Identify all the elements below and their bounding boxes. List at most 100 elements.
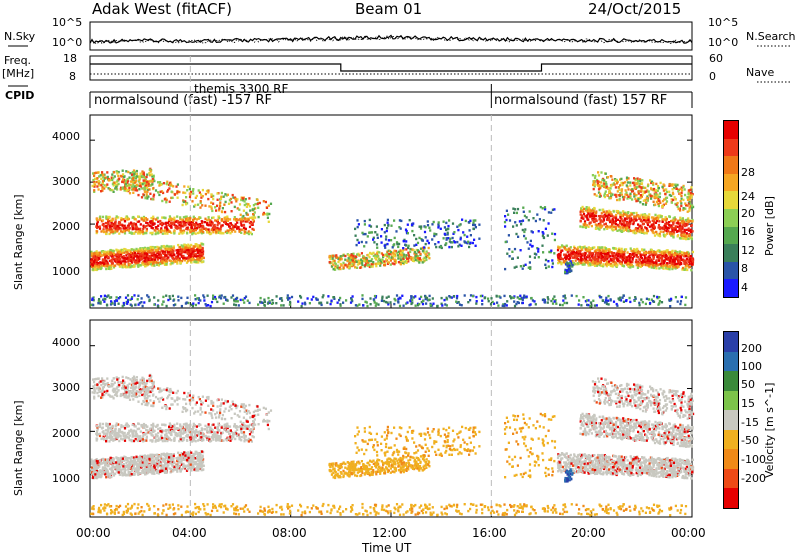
velocity-echo-cell: [182, 430, 184, 432]
power-echo-cell: [128, 187, 130, 189]
power-echo-cell: [393, 255, 395, 257]
power-echo-cell: [147, 247, 149, 249]
power-echo-cell: [428, 253, 430, 255]
power-echo-cell: [198, 225, 200, 227]
velocity-echo-cell: [93, 463, 95, 465]
velocity-echo-cell: [91, 467, 93, 469]
power-echo-cell: [252, 217, 254, 219]
power-echo-cell: [252, 219, 254, 221]
power-echo-cell: [118, 258, 120, 260]
velocity-echo-cell: [211, 414, 213, 416]
velocity-echo-cell: [137, 401, 139, 403]
power-echo-cell: [206, 222, 208, 224]
velocity-echo-cell: [93, 469, 95, 471]
velocity-echo-cell: [223, 402, 225, 404]
power-echo-cell: [183, 201, 185, 203]
power-echo-cell: [221, 192, 223, 194]
velocity-echo-cell: [186, 440, 188, 442]
velocity-echo-cell: [135, 425, 137, 427]
power-echo-cell: [263, 200, 265, 202]
power-echo-cell: [149, 193, 151, 195]
velocity-echo-cell: [251, 435, 253, 437]
power-echo-cell: [146, 181, 148, 183]
velocity-echo-cell: [132, 424, 134, 426]
velocity-echo-cell: [194, 431, 196, 433]
power-echo-cell: [201, 243, 203, 245]
power-echo-cell: [136, 170, 138, 172]
power-echo-cell: [249, 209, 251, 211]
power-echo-cell: [99, 261, 101, 263]
velocity-echo-cell: [376, 463, 378, 465]
velocity-echo-cell: [172, 392, 174, 394]
power-echo-cell: [152, 227, 154, 229]
power-echo-cell: [181, 249, 183, 251]
velocity-echo-cell: [397, 465, 399, 467]
power-echo-cell: [173, 217, 175, 219]
velocity-echo-cell: [112, 438, 114, 440]
velocity-echo-cell: [157, 398, 159, 400]
velocity-echo-cell: [229, 440, 231, 442]
power-echo-cell: [134, 182, 136, 184]
power-echo-cell: [116, 180, 118, 182]
velocity-echo-cell: [195, 461, 197, 463]
velocity-echo-cell: [337, 473, 339, 475]
power-echo-cell: [198, 189, 200, 191]
power-echo-cell: [409, 248, 411, 250]
velocity-echo-cell: [168, 431, 170, 433]
power-echo-cell: [208, 205, 210, 207]
power-echo-cell: [138, 179, 140, 181]
velocity-echo-cell: [206, 429, 208, 431]
velocity-echo-cell: [133, 465, 135, 467]
velocity-echo-cell: [151, 405, 153, 407]
power-echo-cell: [240, 214, 242, 216]
power-echo-cell: [228, 203, 230, 205]
power-echo-cell: [151, 253, 153, 255]
velocity-echo-cell: [419, 466, 421, 468]
velocity-echo-cell: [152, 423, 154, 425]
velocity-echo-cell: [198, 432, 200, 434]
power-echo-cell: [151, 180, 153, 182]
power-echo-cell: [133, 173, 135, 175]
power-echo-cell: [390, 263, 392, 265]
power-echo-cell: [122, 257, 124, 259]
velocity-echo-cell: [189, 426, 191, 428]
power-echo-cell: [207, 198, 209, 200]
velocity-echo-cell: [125, 391, 127, 393]
power-echo-cell: [388, 253, 390, 255]
velocity-echo-cell: [244, 424, 246, 426]
velocity-echo-cell: [384, 454, 386, 456]
velocity-echo-cell: [222, 440, 224, 442]
velocity-echo-cell: [262, 420, 264, 422]
velocity-echo-cell: [123, 437, 125, 439]
velocity-echo-cell: [402, 468, 404, 470]
power-echo-cell: [105, 225, 107, 227]
power-echo-cell: [183, 185, 185, 187]
power-echo-cell: [137, 250, 139, 252]
power-echo-cell: [199, 217, 201, 219]
power-echo-cell: [339, 258, 341, 260]
velocity-echo-cell: [160, 435, 162, 437]
velocity-echo-cell: [114, 473, 116, 475]
power-echo-cell: [116, 172, 118, 174]
power-echo-cell: [114, 223, 116, 225]
velocity-echo-cell: [247, 410, 249, 412]
power-echo-cell: [268, 205, 270, 207]
power-echo-cell: [223, 196, 225, 198]
velocity-echo-cell: [191, 407, 193, 409]
power-echo-cell: [400, 259, 402, 261]
power-echo-cell: [196, 258, 198, 260]
velocity-echo-cell: [179, 423, 181, 425]
velocity-echo-cell: [133, 392, 135, 394]
power-echo-cell: [246, 206, 248, 208]
power-echo-cell: [408, 254, 410, 256]
power-echo-cell: [175, 256, 177, 258]
power-echo-cell: [238, 209, 240, 211]
velocity-echo-cell: [381, 466, 383, 468]
velocity-echo-cell: [384, 472, 386, 474]
power-echo-cell: [138, 188, 140, 190]
velocity-echo-cell: [398, 469, 400, 471]
velocity-echo-cell: [270, 409, 272, 411]
velocity-echo-cell: [130, 387, 132, 389]
power-echo-cell: [383, 260, 385, 262]
velocity-echo-cell: [375, 465, 377, 467]
